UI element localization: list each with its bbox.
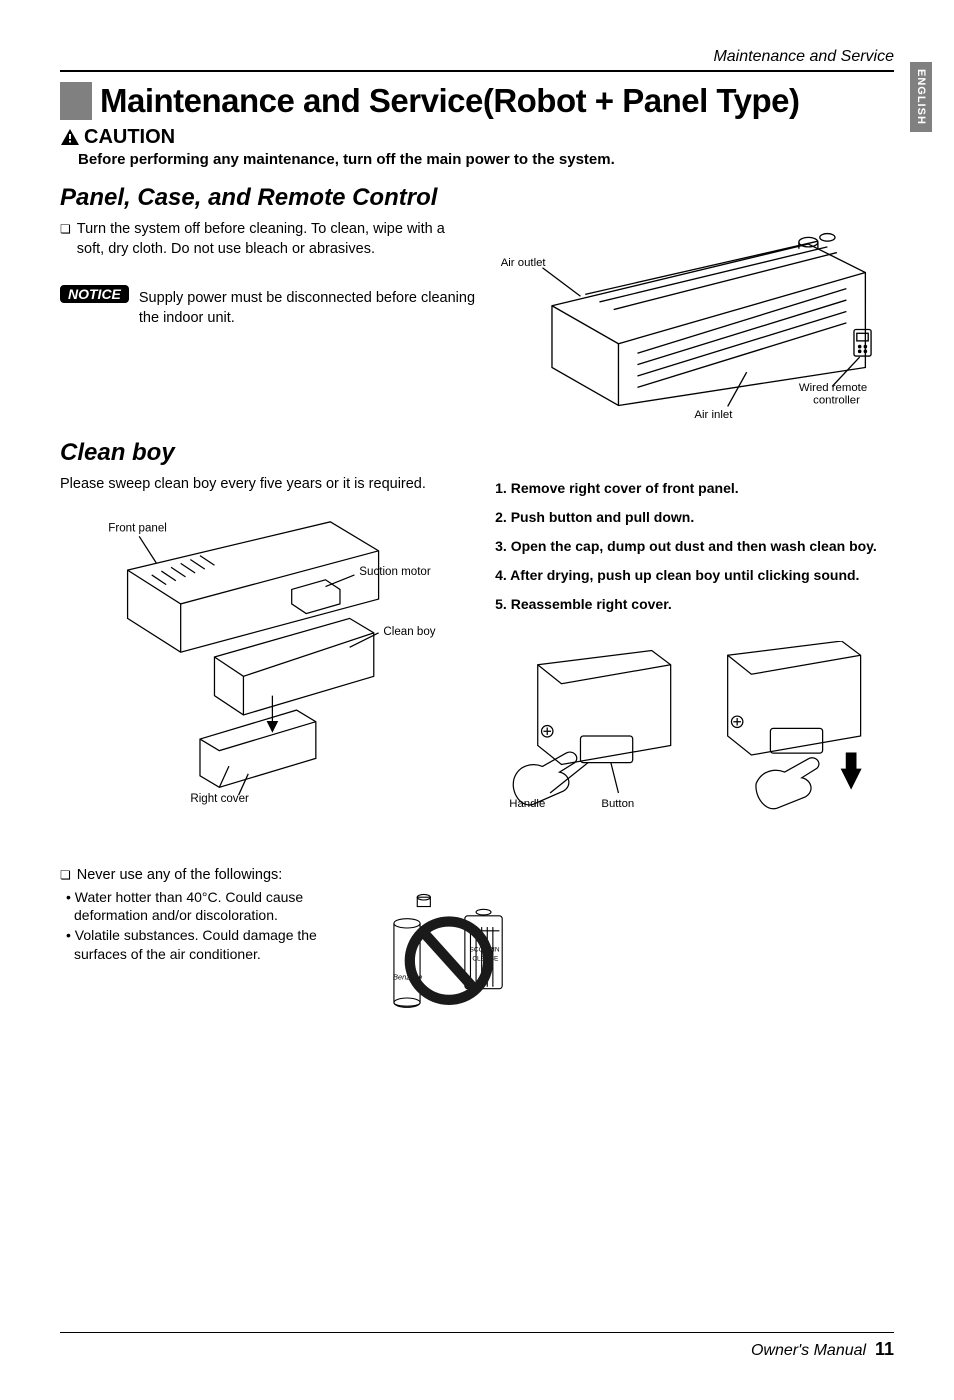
panel-section-heading: Panel, Case, and Remote Control bbox=[60, 184, 894, 212]
page-title: Maintenance and Service(Robot + Panel Ty… bbox=[100, 82, 800, 120]
header-section-label: Maintenance and Service bbox=[60, 48, 894, 72]
handle-button-diagram: Handle Button bbox=[495, 641, 894, 831]
caution-heading: CAUTION bbox=[84, 126, 175, 149]
step-5: 5. Reassemble right cover. bbox=[495, 595, 894, 614]
clean-boy-heading: Clean boy bbox=[60, 439, 894, 467]
right-cover-label: Right cover bbox=[190, 792, 249, 804]
never-item-1: • Water hotter than 40°C. Could cause de… bbox=[60, 888, 367, 924]
never-heading: Never use any of the followings: bbox=[77, 866, 283, 886]
bullet-icon: ❏ bbox=[60, 866, 71, 886]
clean-boy-exploded-diagram: Front panel Suction motor Clean boy Righ… bbox=[60, 507, 475, 807]
notice-badge: NOTICE bbox=[60, 285, 129, 303]
footer-page-number: 11 bbox=[875, 1339, 894, 1359]
panel-bullet-text: Turn the system off before cleaning. To … bbox=[77, 220, 475, 259]
notice-row: NOTICE Supply power must be disconnected… bbox=[60, 285, 475, 328]
air-outlet-label: Air outlet bbox=[501, 257, 547, 269]
step-4: 4. After drying, push up clean boy until… bbox=[495, 566, 894, 585]
caution-body: Before performing any maintenance, turn … bbox=[78, 151, 894, 168]
clean-boy-intro: Please sweep clean boy every five years … bbox=[60, 475, 475, 495]
clean-boy-steps: 1. Remove right cover of front panel. 2.… bbox=[495, 479, 894, 613]
footer-label: Owner's Manual bbox=[751, 1342, 866, 1359]
warning-triangle-icon bbox=[60, 128, 80, 146]
bullet-icon: ❏ bbox=[60, 220, 71, 259]
step-2: 2. Push button and pull down. bbox=[495, 508, 894, 527]
panel-bullet: ❏ Turn the system off before cleaning. T… bbox=[60, 220, 475, 259]
notice-text: Supply power must be disconnected before… bbox=[139, 285, 475, 328]
caution-heading-row: CAUTION bbox=[60, 126, 894, 149]
front-panel-label: Front panel bbox=[108, 522, 167, 534]
wired-remote-label-1: Wired remote bbox=[799, 382, 867, 394]
handle-label: Handle bbox=[509, 799, 545, 811]
never-use-block: ❏ Never use any of the followings: • Wat… bbox=[60, 866, 519, 1026]
step-3: 3. Open the cap, dump out dust and then … bbox=[495, 537, 894, 556]
never-item-2: • Volatile substances. Could damage the … bbox=[60, 926, 367, 962]
clean-boy-label: Clean boy bbox=[383, 625, 435, 637]
indoor-unit-diagram: Air outlet Air inlet Wired remote contro… bbox=[495, 220, 894, 420]
step-1: 1. Remove right cover of front panel. bbox=[495, 479, 894, 498]
wired-remote-label-2: controller bbox=[813, 395, 860, 407]
prohibited-substances-diagram: Benzene SCOURIN CLENSE bbox=[379, 886, 519, 1026]
suction-motor-label: Suction motor bbox=[359, 565, 431, 577]
side-language-tab: ENGLISH bbox=[910, 62, 932, 132]
air-inlet-label: Air inlet bbox=[695, 409, 734, 420]
title-row: Maintenance and Service(Robot + Panel Ty… bbox=[60, 82, 894, 120]
title-gray-block bbox=[60, 82, 92, 120]
button-label: Button bbox=[602, 799, 635, 811]
page-footer: Owner's Manual 11 bbox=[60, 1332, 894, 1360]
